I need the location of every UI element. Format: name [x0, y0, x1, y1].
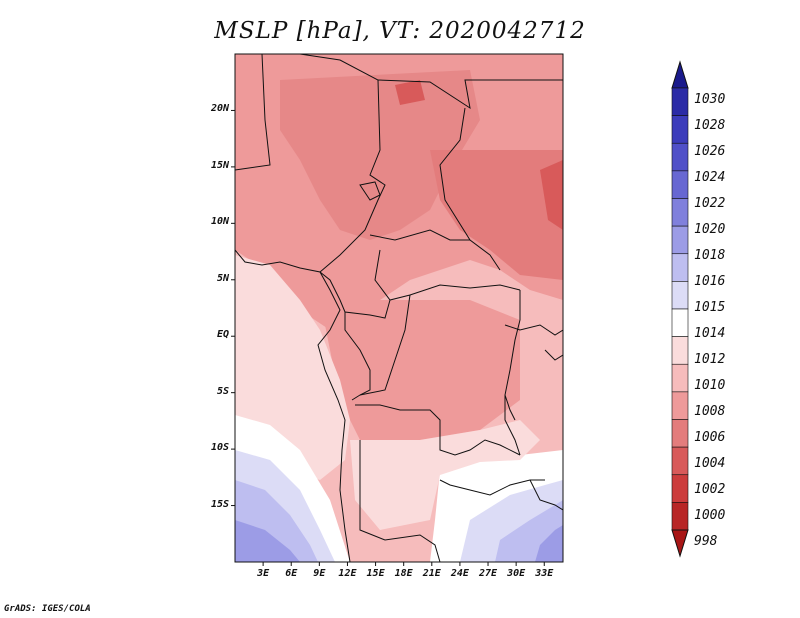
border-drc-east	[504, 290, 521, 456]
border-mozambique	[529, 479, 563, 511]
colorbar-level-label: 1018	[694, 248, 726, 263]
colorbar-swatch	[671, 198, 689, 227]
colorbar-swatch	[671, 253, 689, 282]
border-car-south	[374, 249, 521, 301]
border-uganda-kenya	[504, 324, 563, 336]
colorbar-swatch	[671, 87, 689, 116]
colorbar-level-label: 1016	[694, 274, 726, 289]
border-chad-sudan	[439, 107, 501, 271]
colorbar-level-label: 1028	[694, 118, 726, 133]
lake-tanganyika	[504, 394, 516, 421]
borders	[235, 54, 563, 562]
y-tick-label: 10N	[210, 216, 229, 228]
x-tick-label: 3E	[257, 568, 270, 579]
colorbar-swatch	[671, 419, 689, 448]
x-tick-label: 21E	[422, 568, 441, 579]
border-mali-algeria	[235, 54, 271, 171]
colorbar-level-label: 1020	[694, 222, 726, 237]
colorbar-level-label: 1026	[694, 144, 726, 159]
colorbar-level-label: 1004	[694, 456, 726, 471]
border-lake-victoria	[544, 349, 563, 361]
border-congo-drc	[359, 294, 411, 396]
colorbar-swatch	[671, 391, 689, 420]
lake-chad	[359, 181, 381, 201]
border-chad-libya	[377, 79, 563, 110]
colorbar-swatch	[671, 336, 689, 365]
field-1007	[280, 70, 480, 240]
field-1018-se	[535, 525, 563, 562]
y-tick-label: 20N	[210, 103, 229, 115]
x-tick-label: 18E	[394, 568, 413, 579]
field-1012-south	[350, 420, 540, 530]
colorbar-max-triangle	[671, 60, 689, 89]
field-1004-east	[540, 160, 563, 230]
y-tick-label: 5S	[216, 385, 229, 397]
border-angola-namibia	[359, 440, 441, 562]
colorbar-level-label: 1006	[694, 430, 726, 445]
border-car-north	[369, 229, 470, 241]
colorbar-level-label: 1010	[694, 378, 726, 393]
colorbar-level-label: 998	[694, 534, 718, 549]
plot-frame	[234, 53, 564, 563]
x-tick-label: 27E	[478, 568, 498, 579]
x-tick-label: 9E	[313, 568, 326, 579]
colorbar-swatch	[671, 363, 689, 393]
colorbar-swatch	[671, 115, 689, 144]
colorbar-level-label: 1014	[694, 326, 726, 341]
colorbar-swatch	[671, 474, 689, 503]
colorbar-swatch	[671, 142, 689, 172]
colorbar-level-label: 1015	[694, 300, 726, 315]
x-tick-label: 6E	[285, 568, 298, 579]
colorbar-level-label: 1022	[694, 196, 726, 211]
mslp-field	[235, 54, 563, 562]
west-coastline	[235, 249, 351, 562]
colorbar-swatch	[671, 281, 689, 310]
field-1008-congo	[320, 300, 520, 440]
colorbar-level-label: 1002	[694, 482, 726, 497]
colorbar-level-label: 1024	[694, 170, 726, 185]
field-1004-north	[395, 80, 425, 105]
colorbar-swatch	[671, 170, 689, 199]
grads-credit: GrADS: IGES/COLA	[4, 604, 91, 614]
y-tick-label: EQ	[216, 329, 229, 341]
border-niger-nigeria	[299, 54, 386, 273]
x-tick-label: 24E	[450, 568, 469, 579]
colorbar-min-triangle	[671, 529, 689, 558]
colorbar-level-label: 1012	[694, 352, 726, 367]
x-tick-label: 12E	[338, 568, 357, 579]
colorbar-swatch	[671, 225, 689, 255]
chart-title: MSLP [hPa], VT: 2020042712	[214, 18, 586, 44]
colorbar	[671, 60, 689, 558]
colorbar-swatch	[671, 308, 689, 337]
x-tick-label: 33E	[535, 568, 554, 579]
x-tick-label: 30E	[507, 568, 526, 579]
colorbar-level-label: 1000	[694, 508, 726, 523]
x-tick-label: 15E	[366, 568, 385, 579]
colorbar-level-label: 1008	[694, 404, 726, 419]
y-tick-label: 15N	[210, 159, 229, 171]
field-1018-sw	[235, 520, 300, 562]
field-1006-east	[430, 150, 563, 280]
colorbar-swatch	[671, 446, 689, 476]
colorbar-level-label: 1030	[694, 92, 726, 107]
colorbar-swatch	[671, 502, 689, 531]
border-angola-drc	[355, 404, 521, 456]
y-tick-label: 5N	[216, 272, 229, 284]
y-tick-label: 15S	[210, 498, 229, 510]
y-tick-label: 10S	[210, 442, 229, 454]
